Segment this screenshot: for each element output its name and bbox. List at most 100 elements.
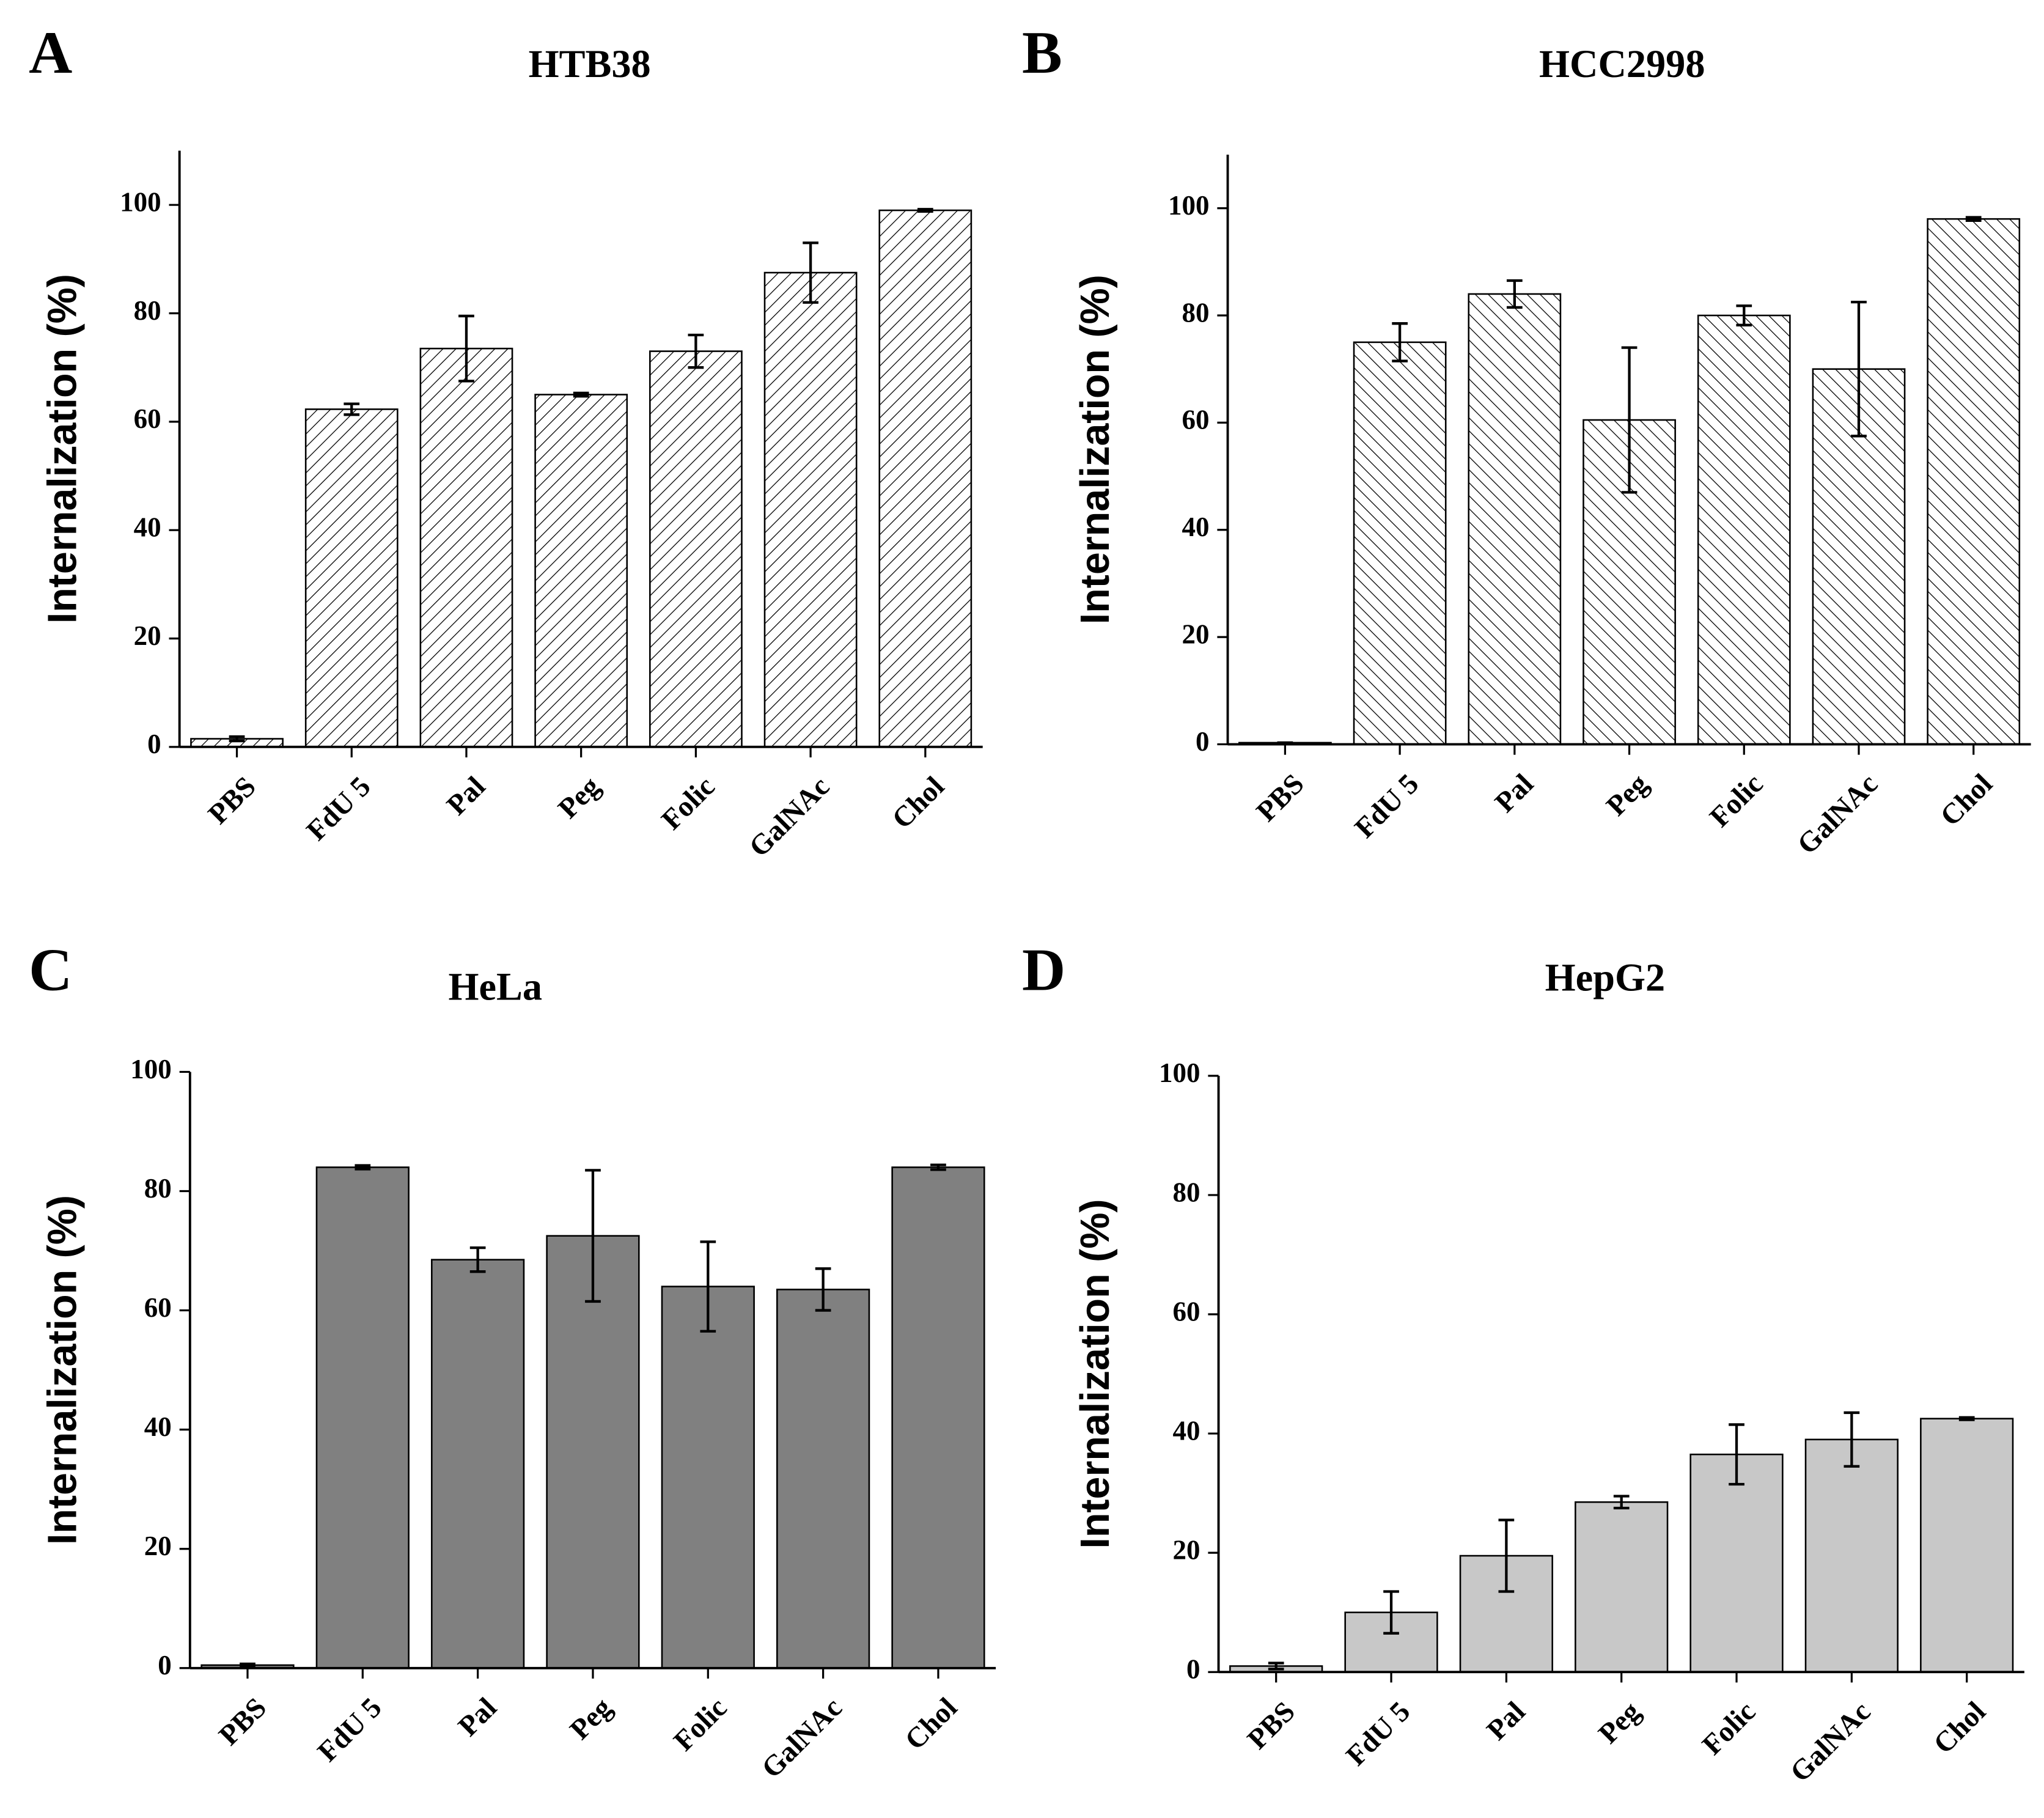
error-bar <box>1506 279 1523 309</box>
y-tick-label: 0 <box>147 729 161 759</box>
error-bar <box>1736 304 1752 326</box>
panel-label: C <box>29 937 72 1004</box>
x-tick-label: PBS <box>1251 768 1311 828</box>
y-tick-label: 100 <box>120 187 161 218</box>
error-bar <box>355 1164 371 1171</box>
x-tick-label: Chol <box>1928 1696 1992 1760</box>
bar <box>534 394 628 748</box>
error-bar <box>1621 346 1638 494</box>
error-bar <box>1958 1416 1975 1421</box>
x-tick-label: GalNAc <box>755 1691 848 1784</box>
chart-title: HTB38 <box>529 42 651 86</box>
y-tick-label: 100 <box>1159 1058 1200 1088</box>
error-bar <box>815 1267 831 1312</box>
error-bar <box>1729 1423 1744 1486</box>
y-tick-label: 20 <box>134 620 161 651</box>
x-tick-label: Peg <box>564 1691 619 1746</box>
y-tick-label: 0 <box>1186 1654 1200 1685</box>
error-bar <box>1844 1411 1860 1468</box>
bar <box>1468 293 1562 745</box>
x-tick-label: Chol <box>886 771 950 835</box>
y-tick-label: 20 <box>1182 619 1210 649</box>
error-bar <box>469 1246 486 1273</box>
chart-title: HCC2998 <box>1539 42 1705 86</box>
bar <box>315 1166 410 1669</box>
bar <box>1697 314 1791 745</box>
error-bar <box>803 241 818 304</box>
y-tick-label: 0 <box>1196 726 1210 757</box>
x-tick-label: FdU 5 <box>1349 768 1425 844</box>
panel-label: D <box>1022 937 1065 1004</box>
bar <box>1689 1453 1784 1673</box>
x-tick-label: Folic <box>667 1691 733 1757</box>
chart-title: HepG2 <box>1545 955 1665 999</box>
error-bar <box>1383 1590 1399 1635</box>
x-tick-label: Chol <box>899 1691 963 1756</box>
x-tick-label: GalNAc <box>743 771 836 864</box>
y-tick-label: 60 <box>1173 1296 1200 1327</box>
x-tick-label: Pal <box>452 1691 503 1742</box>
y-tick-label: 100 <box>1168 190 1210 221</box>
bar <box>1575 1501 1669 1673</box>
bar <box>1353 341 1447 745</box>
x-tick-label: PBS <box>213 1691 273 1751</box>
error-bar <box>930 1163 946 1171</box>
y-tick-label: 40 <box>134 512 161 543</box>
y-tick-label: 40 <box>1182 512 1210 542</box>
y-tick-label: 80 <box>1173 1177 1200 1207</box>
y-tick-label: 100 <box>130 1054 172 1084</box>
bar <box>304 408 399 748</box>
bar <box>891 1166 985 1669</box>
x-tick-label: Pal <box>1489 768 1540 819</box>
x-tick-label: Peg <box>1600 768 1655 822</box>
error-bar <box>573 391 589 398</box>
y-tick-label: 40 <box>144 1411 172 1442</box>
y-tick-label: 40 <box>1173 1415 1200 1446</box>
panel-label: B <box>1022 20 1062 86</box>
y-axis-label: Internalization (%) <box>40 1195 86 1545</box>
error-bar <box>344 402 360 416</box>
x-tick-label: Folic <box>1704 768 1769 833</box>
x-tick-label: Pal <box>1480 1696 1531 1746</box>
bar <box>431 1259 525 1669</box>
bar <box>878 209 972 748</box>
y-tick-label: 60 <box>144 1292 172 1323</box>
y-tick-label: 80 <box>134 295 161 326</box>
error-bar <box>1965 216 1982 222</box>
y-tick-label: 60 <box>134 403 161 434</box>
error-bar <box>585 1169 601 1303</box>
y-tick-label: 60 <box>1182 405 1210 435</box>
error-bar <box>229 735 245 743</box>
x-tick-label: Folic <box>1696 1696 1762 1761</box>
y-tick-label: 20 <box>1173 1534 1200 1565</box>
y-tick-label: 80 <box>144 1173 172 1204</box>
x-tick-label: Pal <box>441 771 491 822</box>
bar <box>649 350 743 748</box>
bar <box>1927 218 2021 745</box>
panel-label: A <box>29 20 72 86</box>
bar <box>419 347 513 748</box>
bar <box>776 1289 870 1669</box>
bar <box>1920 1418 2014 1673</box>
error-bar <box>240 1662 256 1668</box>
y-tick-label: 80 <box>1182 297 1210 328</box>
chart-title: HeLa <box>448 965 542 1008</box>
error-bar <box>458 314 474 383</box>
error-bar <box>1498 1518 1515 1593</box>
x-tick-label: GalNAc <box>1784 1696 1877 1789</box>
bar <box>763 271 858 748</box>
x-tick-label: Peg <box>1592 1696 1647 1750</box>
x-tick-label: Peg <box>552 770 606 825</box>
x-tick-label: FdU 5 <box>312 1691 388 1768</box>
y-axis-label: Internalization (%) <box>40 274 86 624</box>
error-bar <box>1392 322 1408 362</box>
y-axis-label: Internalization (%) <box>1073 1199 1118 1548</box>
y-tick-label: 20 <box>144 1531 172 1561</box>
x-tick-label: Chol <box>1935 768 1999 832</box>
bar <box>1804 1438 1899 1673</box>
x-tick-label: Folic <box>655 771 721 836</box>
error-bar <box>1268 1662 1284 1671</box>
error-bar <box>1613 1495 1630 1510</box>
